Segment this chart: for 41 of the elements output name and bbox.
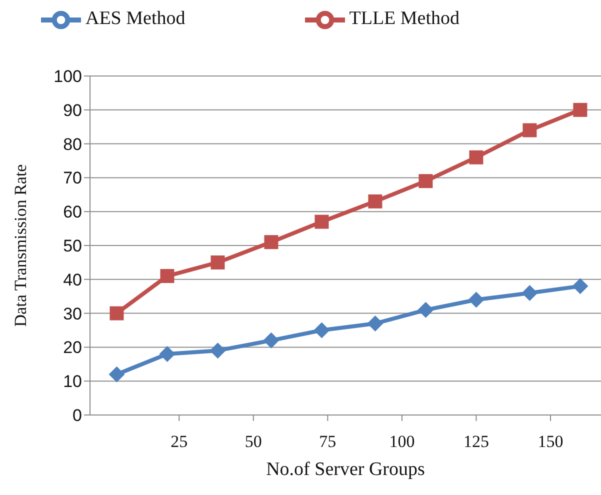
point	[314, 214, 329, 229]
point	[314, 322, 330, 338]
y-tick-label: 50	[63, 236, 82, 256]
y-tick-label: 10	[63, 372, 82, 392]
x-tick-label: 50	[244, 432, 262, 452]
point	[418, 302, 434, 318]
point	[468, 292, 484, 308]
y-tick-label: 100	[54, 67, 82, 86]
y-tick-label: 30	[63, 304, 82, 324]
point	[110, 306, 124, 320]
point	[522, 123, 537, 138]
y-tick-label: 60	[63, 202, 82, 222]
point	[469, 150, 484, 164]
legend-label: TLLE Method	[349, 8, 460, 30]
y-tick-label: 40	[63, 270, 82, 290]
x-tick-label: 100	[389, 432, 415, 452]
x-axis-title: No.of Server Groups	[266, 459, 425, 480]
point	[367, 315, 384, 332]
point	[159, 346, 176, 362]
point	[108, 366, 125, 382]
point	[572, 278, 588, 294]
y-tick-label: 80	[63, 134, 82, 154]
y-tick-label: 70	[63, 168, 82, 188]
x-tick-label: 75	[319, 432, 336, 452]
point	[210, 255, 225, 270]
point	[418, 174, 433, 188]
point	[522, 284, 538, 301]
x-tick-label: 25	[170, 432, 188, 452]
y-tick-label: 0	[72, 406, 82, 426]
legend-label: AES Method	[85, 8, 186, 30]
point	[210, 342, 226, 359]
point	[160, 269, 174, 284]
y-tick-label: 90	[63, 100, 82, 120]
point	[368, 194, 382, 208]
y-tick-label: 20	[63, 338, 82, 358]
x-tick-label: 125	[463, 432, 489, 452]
x-tick-label: 150	[538, 432, 564, 452]
point	[264, 235, 278, 250]
y-axis-title: Data Transmission Rate	[11, 164, 30, 327]
point	[573, 102, 588, 117]
point	[263, 332, 280, 348]
